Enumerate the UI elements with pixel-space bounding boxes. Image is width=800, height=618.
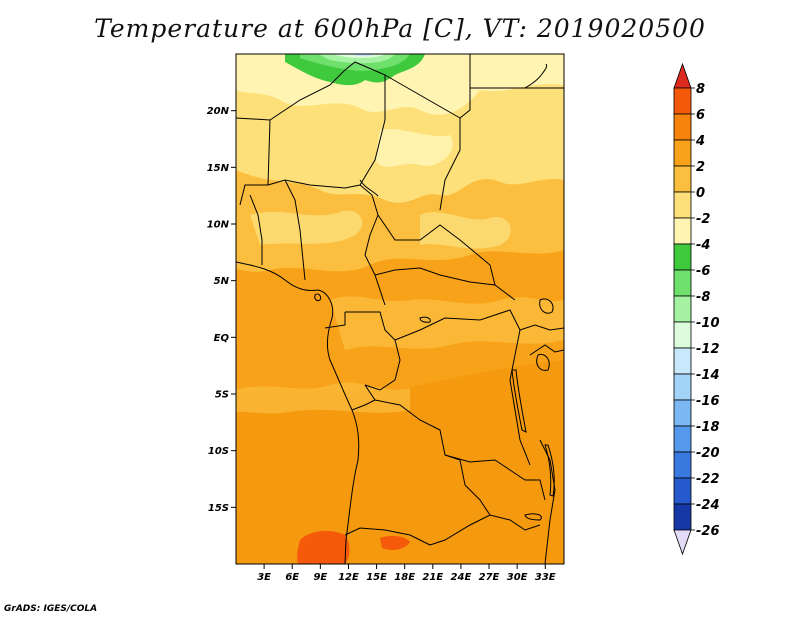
- lon-tick-label: 21E: [422, 572, 443, 583]
- colorbar-label: -18: [696, 420, 720, 435]
- temperature-field: [236, 54, 564, 564]
- colorbar-box: [673, 347, 692, 375]
- chart-title: Temperature at 600hPa [C], VT: 201902050…: [94, 14, 706, 43]
- colorbar-box: [673, 87, 692, 115]
- lon-tick-label: 3E: [257, 572, 271, 583]
- latitude-axis: 20N 15N 10N 5N EQ 5S 10S 15S: [207, 106, 236, 514]
- colorbar-label: -10: [696, 316, 720, 331]
- country-borders: [236, 54, 564, 564]
- lon-tick-label: 27E: [479, 572, 500, 583]
- colorbar-box: [673, 243, 692, 271]
- colorbar-label: -2: [696, 212, 710, 227]
- colorbar-label: -8: [696, 290, 710, 305]
- colorbar-box: [673, 451, 692, 479]
- colorbar-label: 6: [696, 108, 705, 123]
- lon-tick-label: 18E: [394, 572, 415, 583]
- colorbar-box: [673, 191, 692, 219]
- grads-credit: GrADS: IGES/COLA: [4, 604, 98, 614]
- lat-tick-label: 10S: [208, 446, 229, 457]
- colorbar-label: -16: [696, 394, 720, 409]
- lat-tick-label: 15S: [208, 503, 229, 514]
- lat-tick-label: 10N: [207, 220, 230, 231]
- colorbar-box: [673, 217, 692, 245]
- colorbar: 8 6 4 2 0 -2 -4 -6 -8 -10 -12 -14 -16 -18 -20 -22 -24 -26: [673, 62, 720, 556]
- lon-tick-label: 9E: [313, 572, 327, 583]
- lon-tick-label: 33E: [535, 572, 556, 583]
- colorbar-box: [673, 321, 692, 349]
- lat-tick-label: 5S: [215, 390, 229, 401]
- colorbar-box: [673, 295, 692, 323]
- colorbar-box: [673, 477, 692, 505]
- colorbar-label: -14: [696, 368, 720, 383]
- lon-tick-label: 24E: [451, 572, 472, 583]
- colorbar-label: -12: [696, 342, 720, 357]
- lat-tick-label: EQ: [214, 333, 230, 344]
- colorbar-box: [673, 269, 692, 297]
- colorbar-box: [673, 399, 692, 427]
- colorbar-label: 0: [696, 186, 705, 201]
- lon-tick-label: 6E: [285, 572, 299, 583]
- lon-tick-label: 15E: [366, 572, 387, 583]
- longitude-axis: 3E 6E 9E 12E 15E 18E 21E 24E 27E 30E 33E: [257, 564, 556, 583]
- colorbar-label: -20: [696, 446, 720, 461]
- map-frame: [235, 53, 565, 565]
- lat-tick-label: 20N: [207, 106, 230, 117]
- colorbar-label: 2: [696, 160, 705, 175]
- colorbar-box: [673, 425, 692, 453]
- lat-tick-label: 5N: [214, 276, 230, 287]
- colorbar-label: -24: [696, 498, 720, 513]
- colorbar-label: -26: [696, 524, 720, 539]
- lon-tick-label: 12E: [338, 572, 359, 583]
- colorbar-box: [673, 139, 692, 167]
- colorbar-top-arrow: [673, 62, 692, 89]
- colorbar-box: [673, 113, 692, 141]
- lat-tick-label: 15N: [207, 163, 230, 174]
- colorbar-label: -4: [696, 238, 710, 253]
- colorbar-box: [673, 373, 692, 401]
- colorbar-box: [673, 165, 692, 193]
- colorbar-box: [673, 503, 692, 531]
- colorbar-label: -6: [696, 264, 710, 279]
- colorbar-label: -22: [696, 472, 720, 487]
- colorbar-label: 4: [695, 134, 705, 149]
- colorbar-bottom-arrow: [673, 529, 692, 556]
- lon-tick-label: 30E: [507, 572, 528, 583]
- colorbar-label: 8: [696, 82, 705, 97]
